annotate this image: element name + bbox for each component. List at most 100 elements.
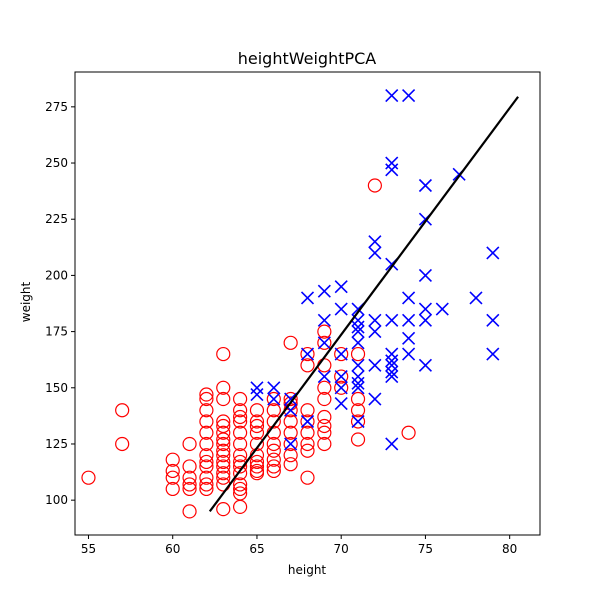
data-point-x	[351, 414, 365, 429]
data-point-circle	[233, 391, 248, 407]
data-point-x	[418, 302, 433, 316]
data-point-circle	[317, 380, 332, 395]
data-point-x	[351, 358, 365, 372]
data-point-circle	[249, 436, 265, 452]
data-point-x	[385, 89, 399, 103]
data-point-x	[284, 437, 298, 451]
data-point-x	[435, 302, 449, 316]
data-point-circle	[199, 436, 214, 452]
data-point-x	[368, 313, 382, 327]
data-point-x	[267, 381, 281, 395]
data-point-circle	[182, 481, 197, 497]
data-point-circle	[199, 414, 214, 429]
data-point-circle	[266, 436, 281, 452]
data-point-circle	[216, 470, 231, 485]
data-point-x	[385, 358, 399, 372]
y-tick-label: 175	[45, 325, 68, 339]
x-tick-label: 70	[334, 542, 349, 556]
data-point-circle	[216, 346, 231, 362]
data-point-circle	[300, 443, 315, 458]
data-point-circle	[317, 409, 332, 425]
data-point-circle	[334, 380, 349, 395]
data-point-circle	[317, 436, 332, 452]
data-point-x	[317, 284, 331, 298]
data-point-x	[385, 347, 399, 361]
data-point-circle	[317, 324, 332, 339]
data-point-x	[486, 347, 500, 361]
data-point-circle	[350, 391, 366, 407]
data-point-x	[368, 392, 382, 406]
y-axis-label: weight	[19, 281, 33, 322]
data-point-x	[351, 369, 365, 384]
data-point-circle	[216, 425, 231, 440]
data-point-circle	[300, 425, 315, 440]
data-point-circle	[317, 335, 332, 350]
data-point-circle	[216, 391, 231, 407]
data-point-x	[402, 291, 416, 305]
x-tick-label: 75	[418, 542, 433, 556]
data-point-circle	[283, 335, 298, 350]
data-point-x	[351, 381, 365, 395]
data-point-circle	[367, 178, 382, 193]
data-point-circle	[249, 403, 265, 418]
data-point-circle	[334, 346, 349, 362]
data-point-x	[250, 381, 264, 395]
data-point-x	[385, 156, 399, 170]
data-point-circle	[300, 436, 315, 452]
data-point-x	[334, 280, 348, 294]
y-tick-label: 200	[45, 268, 68, 282]
y-tick-label: 150	[45, 381, 68, 395]
data-point-circle	[317, 418, 332, 434]
data-point-x	[418, 178, 433, 193]
data-point-circle	[233, 459, 248, 474]
data-point-circle	[233, 414, 248, 429]
data-point-x	[317, 369, 331, 384]
data-point-circle	[300, 414, 315, 429]
pca-line	[208, 96, 519, 513]
y-tick-label: 100	[45, 493, 68, 507]
data-point-circle	[233, 436, 248, 452]
data-point-circle	[199, 403, 214, 418]
data-point-circle	[249, 418, 265, 434]
data-point-x	[351, 376, 365, 390]
data-point-circle	[249, 425, 265, 440]
data-point-circle	[233, 499, 248, 515]
data-point-circle	[233, 466, 248, 481]
data-point-x	[267, 392, 281, 406]
data-point-circle	[300, 358, 315, 373]
data-point-circle	[182, 436, 197, 452]
data-point-x	[334, 396, 348, 411]
data-point-circle	[350, 414, 366, 429]
x-tick-label: 65	[249, 542, 264, 556]
data-point-circle	[266, 414, 281, 429]
data-point-circle	[283, 425, 298, 440]
data-point-x	[334, 302, 348, 316]
data-point-x	[317, 313, 331, 327]
x-axis-label: height	[288, 563, 327, 577]
data-point-circle	[350, 432, 366, 447]
data-point-circle	[401, 425, 416, 440]
data-point-x	[368, 325, 382, 339]
data-point-circle	[216, 454, 231, 470]
data-point-circle	[233, 481, 248, 497]
data-point-circle	[199, 477, 214, 492]
data-point-circle	[165, 452, 180, 467]
data-point-circle	[249, 459, 265, 474]
data-point-circle	[233, 448, 248, 463]
data-point-circle	[216, 502, 231, 517]
data-point-circle	[199, 481, 214, 497]
data-point-circle	[233, 425, 248, 440]
data-point-x	[300, 347, 315, 361]
data-point-circle	[199, 459, 214, 474]
data-point-circle	[233, 477, 248, 492]
data-point-x	[469, 291, 483, 305]
data-point-x	[418, 358, 433, 372]
data-point-circle	[249, 414, 265, 429]
data-point-x	[385, 369, 399, 384]
data-point-circle	[266, 443, 281, 458]
data-point-circle	[283, 457, 298, 472]
data-point-x	[250, 387, 264, 402]
data-point-x	[351, 336, 365, 350]
data-point-circle	[283, 448, 298, 463]
